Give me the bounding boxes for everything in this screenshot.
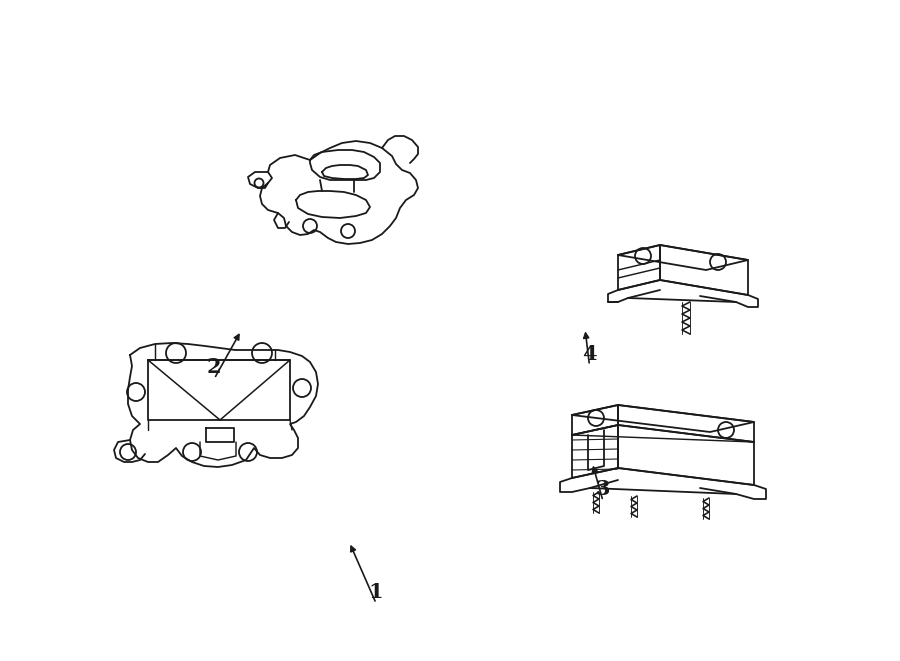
- Text: 3: 3: [596, 479, 610, 499]
- Text: 2: 2: [207, 357, 221, 377]
- Text: 4: 4: [582, 344, 597, 364]
- Text: 1: 1: [369, 582, 383, 602]
